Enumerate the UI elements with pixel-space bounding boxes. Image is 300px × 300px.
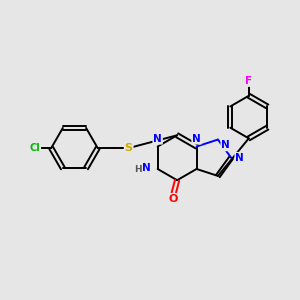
Text: N: N — [153, 134, 162, 144]
Text: H: H — [134, 165, 141, 174]
Text: N: N — [142, 163, 151, 173]
Text: N: N — [221, 140, 230, 150]
Text: O: O — [169, 194, 178, 204]
Text: Cl: Cl — [30, 143, 40, 153]
Text: F: F — [245, 76, 252, 86]
Text: N: N — [192, 134, 201, 144]
Text: N: N — [235, 153, 244, 163]
Text: S: S — [125, 143, 133, 153]
